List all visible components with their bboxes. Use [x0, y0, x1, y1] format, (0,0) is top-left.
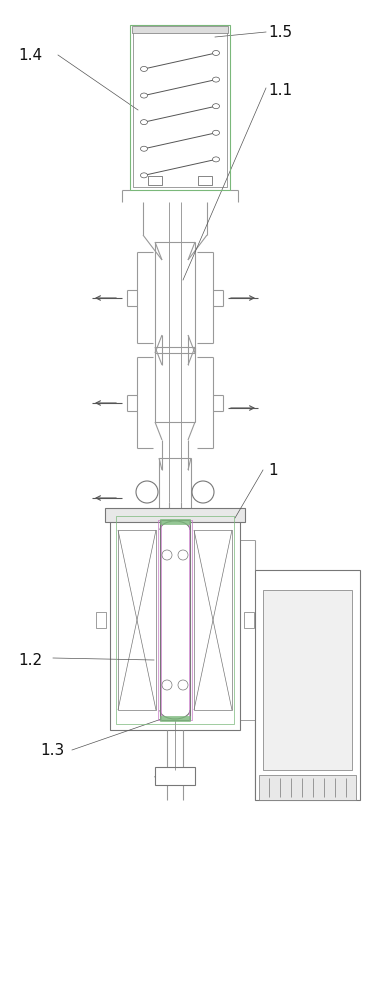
- Bar: [160, 520, 190, 720]
- Bar: [148, 176, 162, 185]
- Circle shape: [178, 680, 188, 690]
- Text: 1.3: 1.3: [40, 743, 64, 758]
- Bar: [189, 520, 192, 720]
- Text: 1.2: 1.2: [18, 653, 42, 668]
- Bar: [118, 530, 156, 710]
- Ellipse shape: [141, 93, 147, 98]
- Bar: [160, 716, 190, 721]
- Bar: [244, 612, 254, 628]
- Ellipse shape: [141, 146, 147, 151]
- Bar: [132, 26, 228, 33]
- Bar: [194, 530, 232, 710]
- Bar: [133, 28, 227, 187]
- Bar: [259, 775, 356, 800]
- Circle shape: [192, 481, 214, 503]
- Circle shape: [162, 680, 172, 690]
- Ellipse shape: [212, 50, 220, 55]
- Bar: [130, 25, 230, 190]
- Bar: [255, 570, 360, 800]
- Text: 1: 1: [268, 463, 278, 478]
- Bar: [198, 176, 212, 185]
- Bar: [105, 508, 245, 522]
- Ellipse shape: [141, 66, 147, 71]
- Text: 1.1: 1.1: [268, 83, 292, 98]
- Ellipse shape: [212, 130, 220, 135]
- Circle shape: [162, 550, 172, 560]
- Text: 1.5: 1.5: [268, 25, 292, 40]
- Text: 1.4: 1.4: [18, 48, 42, 63]
- Ellipse shape: [141, 120, 147, 125]
- Bar: [160, 519, 190, 524]
- Ellipse shape: [212, 104, 220, 109]
- Bar: [116, 516, 234, 724]
- Ellipse shape: [141, 173, 147, 178]
- Bar: [96, 612, 106, 628]
- Bar: [155, 767, 195, 785]
- Bar: [158, 520, 161, 720]
- Circle shape: [178, 550, 188, 560]
- Ellipse shape: [212, 77, 220, 82]
- Circle shape: [136, 481, 158, 503]
- Bar: [110, 510, 240, 730]
- Ellipse shape: [212, 157, 220, 162]
- Bar: [263, 590, 352, 770]
